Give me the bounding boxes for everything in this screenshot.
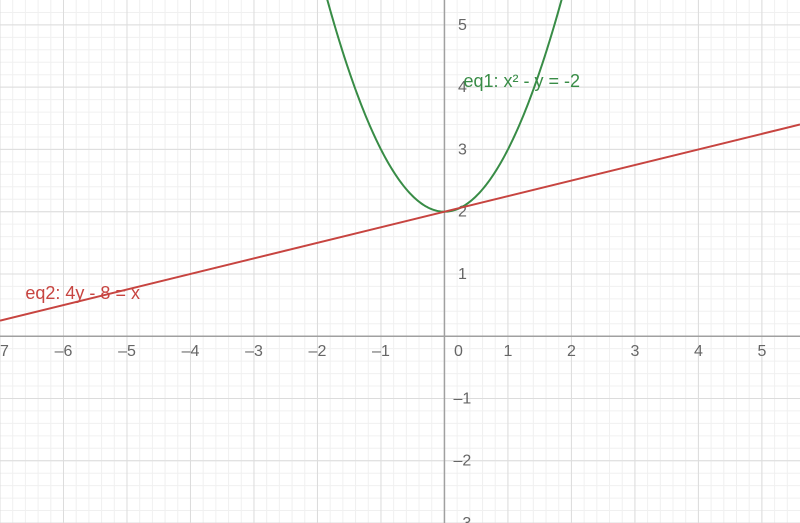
- y-tick-label: –1: [454, 390, 472, 407]
- y-tick-label: –3: [454, 515, 472, 523]
- x-tick-label: 1: [503, 343, 512, 360]
- x-tick-label: –7: [0, 343, 9, 360]
- y-tick-label: 3: [458, 141, 467, 158]
- y-tick-label: 1: [458, 266, 467, 283]
- x-tick-label: –6: [55, 343, 73, 360]
- plot-svg: –7–6–5–4–3–2–112345–3–2–1123450eq1: x² -…: [0, 0, 800, 523]
- x-tick-label: 2: [567, 343, 576, 360]
- y-tick-label: –2: [454, 453, 472, 470]
- x-tick-label: 3: [630, 343, 639, 360]
- x-tick-label: –4: [182, 343, 200, 360]
- x-tick-label: –5: [118, 343, 136, 360]
- graph-plot: –7–6–5–4–3–2–112345–3–2–1123450eq1: x² -…: [0, 0, 800, 523]
- x-tick-label: 4: [694, 343, 703, 360]
- x-tick-label: –3: [245, 343, 263, 360]
- y-tick-label: 5: [458, 17, 467, 34]
- origin-label: 0: [454, 343, 463, 360]
- x-tick-label: 5: [757, 343, 766, 360]
- eq2-label: eq2: 4y - 8 = x: [25, 283, 140, 303]
- x-tick-label: –2: [309, 343, 327, 360]
- eq1-label: eq1: x² - y = -2: [463, 71, 580, 91]
- x-tick-label: –1: [372, 343, 390, 360]
